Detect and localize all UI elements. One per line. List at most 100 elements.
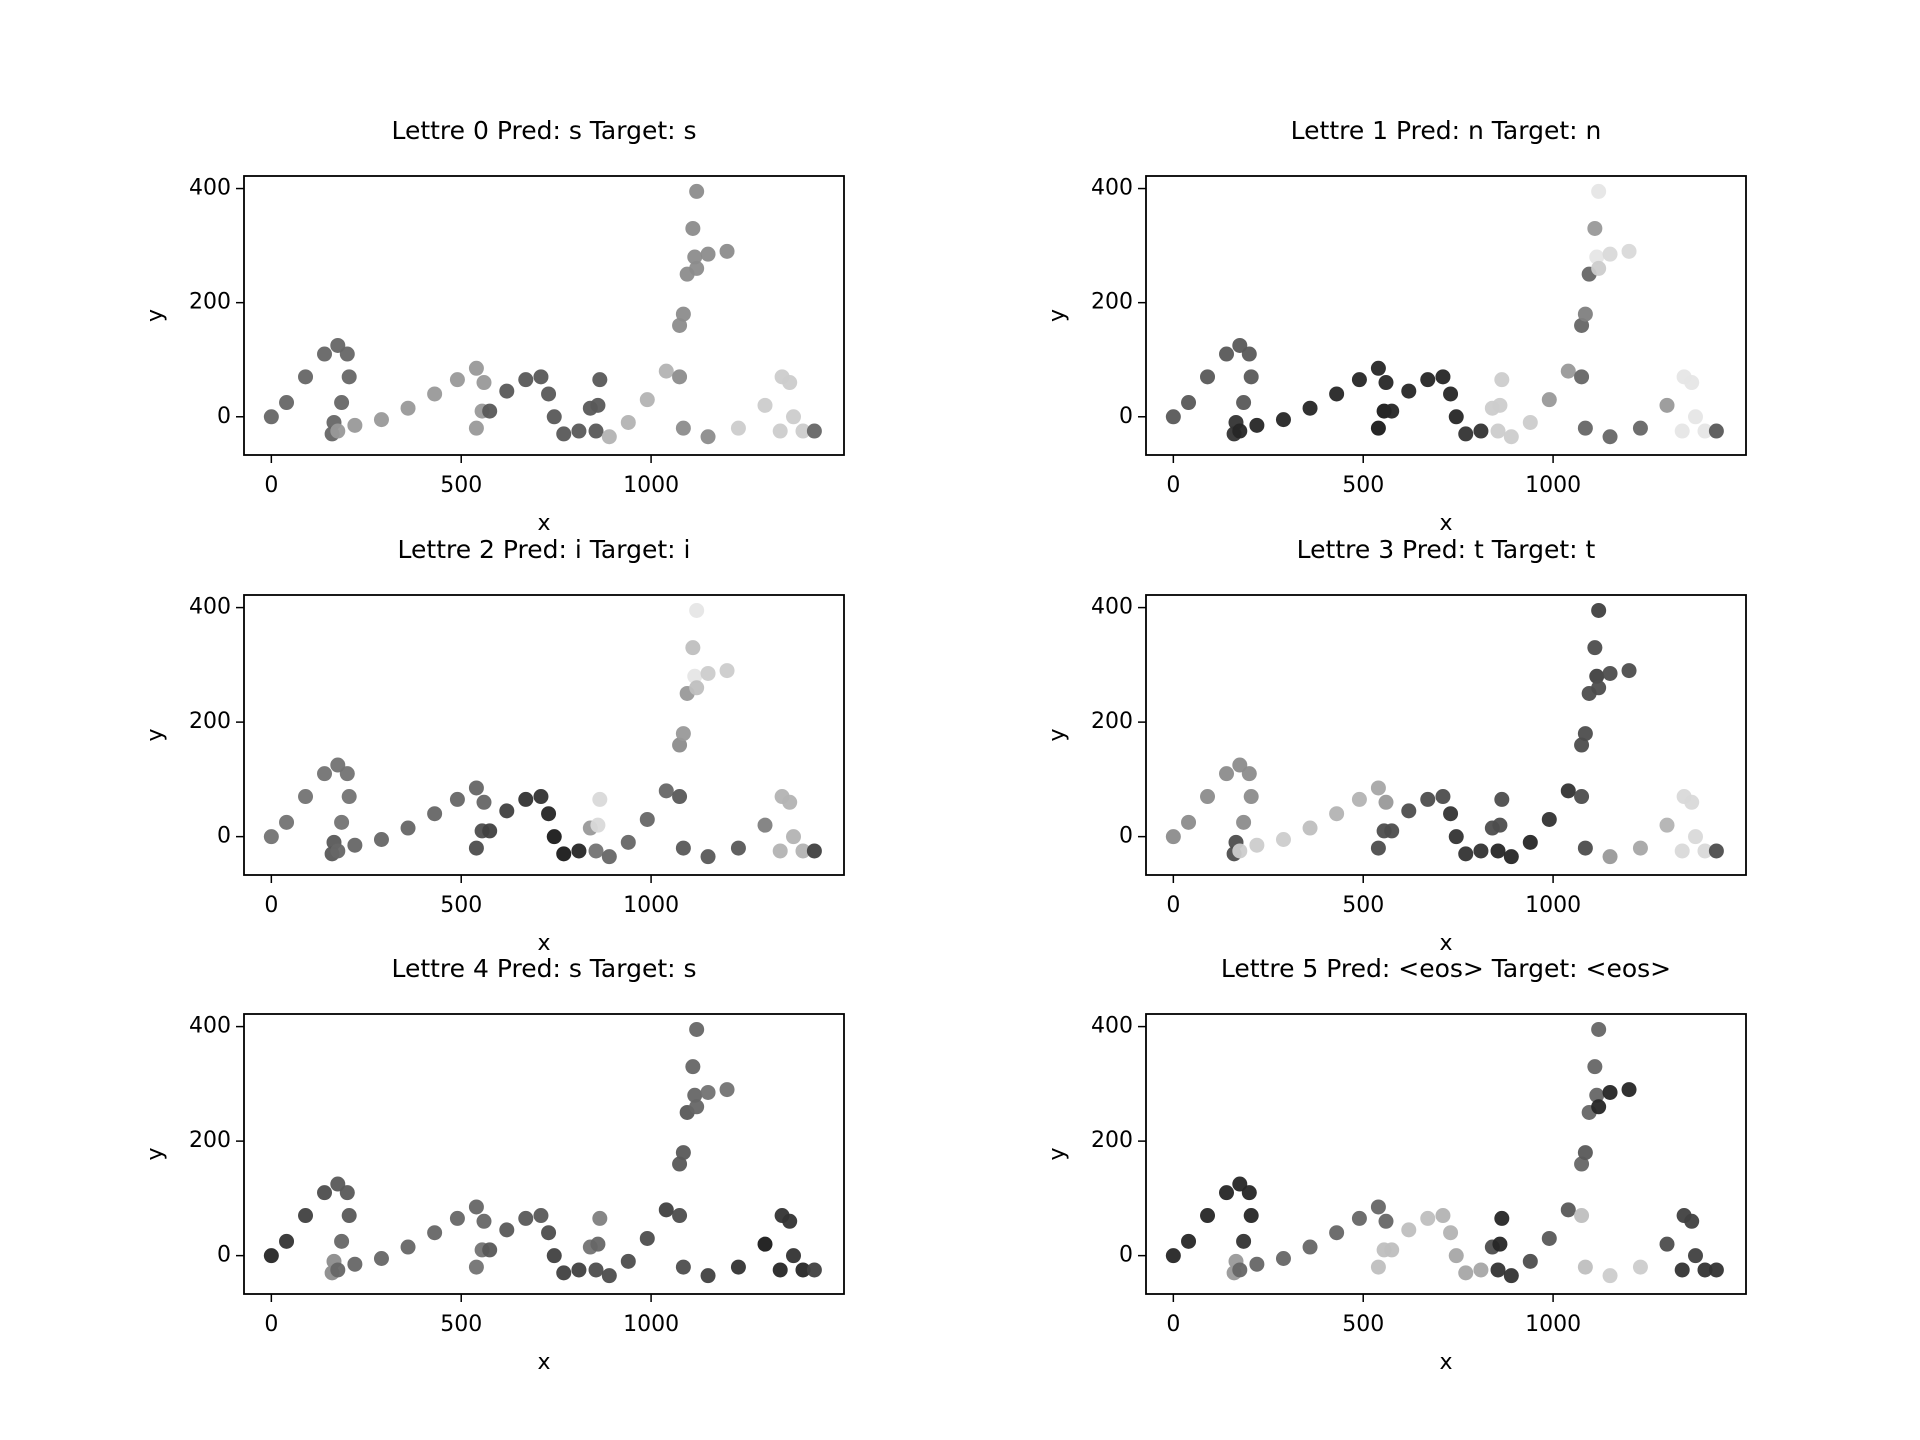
- scatter-point: [1181, 1233, 1197, 1249]
- scatter-point: [449, 791, 465, 807]
- scatter-point: [689, 1099, 705, 1115]
- axes-frame: [243, 1013, 845, 1295]
- y-axis-label: y: [1045, 309, 1070, 322]
- scatter-point: [675, 306, 691, 322]
- scatter-point: [672, 317, 688, 333]
- scatter-point: [1574, 1156, 1590, 1172]
- scatter-point: [1384, 403, 1400, 419]
- axes-frame: [1145, 594, 1747, 876]
- scatter-point: [1370, 360, 1386, 376]
- scatter-point: [1687, 829, 1703, 845]
- x-tick-label: 500: [1342, 473, 1384, 498]
- scatter-point: [1219, 346, 1235, 362]
- scatter-point: [1632, 420, 1648, 436]
- scatter-point: [1697, 843, 1713, 859]
- y-axis-label: y: [143, 728, 168, 741]
- scatter-point: [1275, 831, 1291, 847]
- scatter-point: [1232, 757, 1248, 773]
- scatter-point: [772, 1262, 788, 1278]
- scatter-point: [588, 1262, 604, 1278]
- scatter-point: [1577, 1145, 1593, 1161]
- scatter-point: [1329, 806, 1345, 822]
- scatter-point: [334, 395, 350, 411]
- scatter-point: [1632, 840, 1648, 856]
- scatter-point: [1541, 1230, 1557, 1246]
- scatter-point: [1577, 840, 1593, 856]
- scatter-point: [1708, 423, 1724, 439]
- scatter-point: [1589, 249, 1605, 265]
- scatter-point: [1243, 789, 1259, 805]
- x-tick-label: 0: [264, 893, 278, 918]
- scatter-point: [373, 1250, 389, 1266]
- scatter-point: [1232, 843, 1248, 859]
- scatter-point: [1602, 246, 1618, 262]
- scatter-point: [1490, 843, 1506, 859]
- scatter-point: [1236, 814, 1252, 830]
- scatter-point: [700, 849, 716, 865]
- x-tick-label: 0: [264, 473, 278, 498]
- subplot-title: Lettre 0 Pred: s Target: s: [391, 116, 696, 145]
- scatter-point: [757, 397, 773, 413]
- scatter-point: [571, 843, 587, 859]
- scatter-point: [592, 1210, 608, 1226]
- scatter-point: [1200, 1208, 1216, 1224]
- scatter-point: [672, 369, 688, 385]
- scatter-point: [1401, 1222, 1417, 1238]
- y-tick-label: 0: [217, 1243, 231, 1268]
- scatter-point: [339, 346, 355, 362]
- scatter-point: [601, 849, 617, 865]
- scatter-point: [334, 814, 350, 830]
- scatter-point: [1602, 665, 1618, 681]
- scatter-point: [1659, 817, 1675, 833]
- scatter-point: [1420, 791, 1436, 807]
- scatter-point: [1232, 1176, 1248, 1192]
- scatter-point: [499, 383, 515, 399]
- scatter-point: [1574, 317, 1590, 333]
- scatter-point: [1243, 369, 1259, 385]
- scatter-point: [1574, 369, 1590, 385]
- scatter-point: [518, 372, 534, 388]
- scatter-point: [639, 1230, 655, 1246]
- y-tick-label: 200: [1091, 290, 1133, 315]
- subplot-title: Lettre 4 Pred: s Target: s: [391, 954, 696, 983]
- scatter-point: [1384, 1242, 1400, 1258]
- scatter-point: [1591, 1099, 1607, 1115]
- scatter-point: [518, 1210, 534, 1226]
- scatter-point: [546, 829, 562, 845]
- scatter-point: [298, 369, 314, 385]
- scatter-point: [785, 409, 801, 425]
- scatter-point: [533, 1208, 549, 1224]
- y-tick-label: 0: [217, 404, 231, 429]
- scatter-point: [427, 1225, 443, 1241]
- y-tick-label: 200: [189, 290, 231, 315]
- scatter-point: [476, 1213, 492, 1229]
- scatter-point: [533, 789, 549, 805]
- scatter-point: [298, 789, 314, 805]
- scatter-point: [468, 780, 484, 796]
- scatter-point: [1165, 1248, 1181, 1264]
- scatter-point: [546, 409, 562, 425]
- scatter-point: [1448, 1248, 1464, 1264]
- x-tick-label: 1000: [1525, 1312, 1581, 1337]
- scatter-point: [687, 668, 703, 684]
- scatter-point: [689, 602, 705, 618]
- scatter-point: [468, 1199, 484, 1215]
- scatter-point: [1684, 794, 1700, 810]
- axes-frame: [243, 594, 845, 876]
- scatter-point: [1435, 789, 1451, 805]
- scatter-point: [1560, 783, 1576, 799]
- scatter-point: [757, 1236, 773, 1252]
- scatter-point: [1621, 243, 1637, 259]
- scatter-point: [1522, 834, 1538, 850]
- scatter-point: [1378, 794, 1394, 810]
- x-axis-label: x: [537, 1350, 550, 1375]
- scatter-point: [672, 1156, 688, 1172]
- scatter-point: [499, 1222, 515, 1238]
- y-tick-label: 0: [217, 824, 231, 849]
- scatter-point: [719, 1082, 735, 1098]
- scatter-point: [1249, 837, 1265, 853]
- scatter-point: [1181, 395, 1197, 411]
- scatter-point: [1602, 1268, 1618, 1284]
- scatter-point: [1302, 1239, 1318, 1255]
- scatter-point: [782, 375, 798, 391]
